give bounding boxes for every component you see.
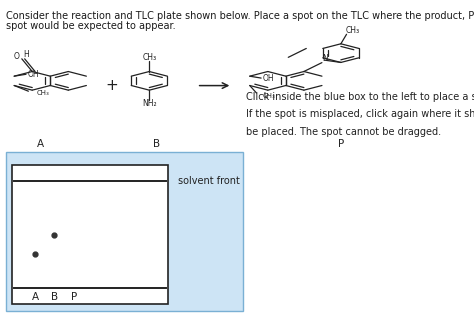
Text: OH: OH [263, 74, 274, 83]
Text: O: O [13, 52, 19, 61]
Text: OH: OH [27, 70, 39, 79]
Text: Consider the reaction and TLC plate shown below. Place a spot on the TLC where t: Consider the reaction and TLC plate show… [6, 11, 474, 21]
Text: CH₃: CH₃ [346, 26, 360, 35]
Text: CH₃: CH₃ [142, 53, 156, 62]
Text: B: B [153, 139, 160, 149]
Text: N: N [322, 54, 328, 63]
Text: B: B [51, 292, 58, 302]
Text: CH₃: CH₃ [37, 90, 50, 96]
Text: P: P [338, 139, 345, 149]
Text: If the spot is misplaced, click again where it should: If the spot is misplaced, click again wh… [246, 109, 474, 120]
Text: A: A [36, 139, 44, 149]
Text: H: H [24, 50, 29, 59]
Text: spot would be expected to appear.: spot would be expected to appear. [6, 21, 176, 31]
Text: CH₃: CH₃ [263, 93, 276, 99]
Bar [6, 152, 243, 311]
Text: +: + [105, 78, 118, 93]
Text: Click inside the blue box to the left to place a spot.: Click inside the blue box to the left to… [246, 92, 474, 102]
Text: be placed. The spot cannot be dragged.: be placed. The spot cannot be dragged. [246, 127, 442, 137]
Text: A: A [32, 292, 39, 302]
Text: NH₂: NH₂ [142, 99, 156, 108]
Text: P: P [71, 292, 78, 302]
Text: solvent front: solvent front [178, 176, 240, 186]
Bar [12, 165, 168, 304]
